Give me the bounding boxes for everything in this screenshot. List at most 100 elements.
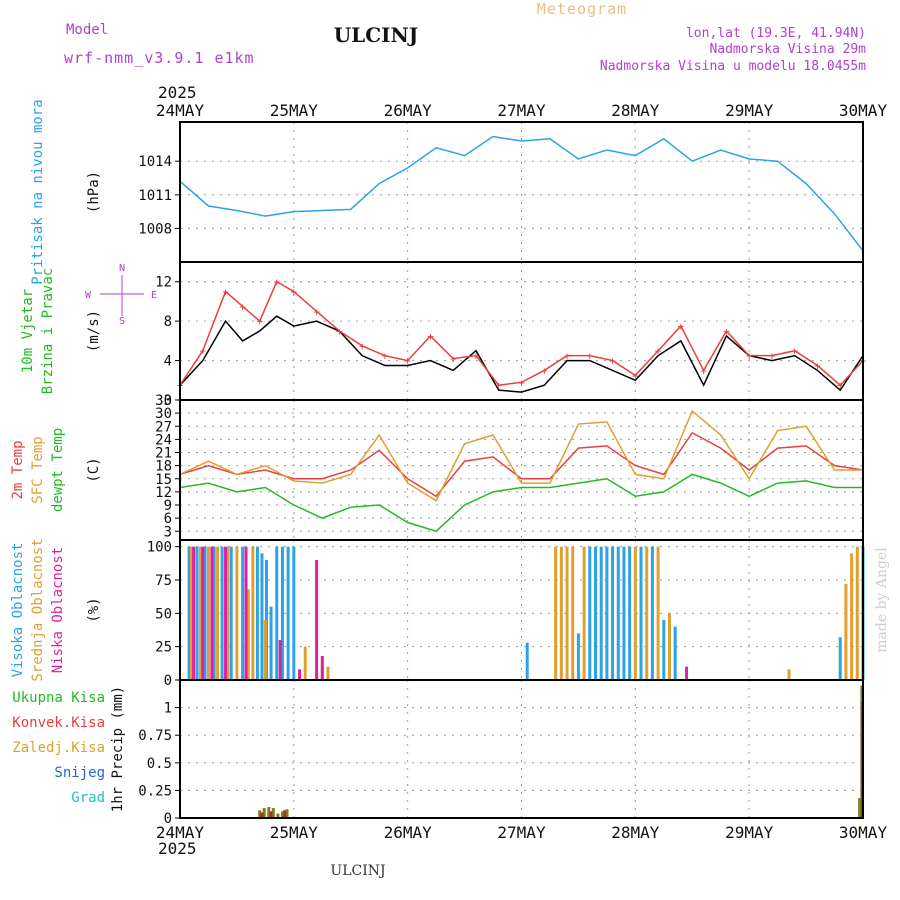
y-tick-label: 12 (155, 485, 172, 501)
bar-cloud (278, 640, 282, 680)
header: Model wrf-nmm_v3.9.1 e1km ULCINJ Meteogr… (64, 0, 890, 879)
legend-label-precip: Konvek.Kisa (12, 715, 105, 731)
model-elevation-label: Nadmorska Visina u modelu 18.0455m (600, 59, 866, 74)
y-tick-label: 1008 (138, 221, 172, 237)
gust-marker: + (746, 350, 753, 363)
bottom-date-axis: 24MAY 25MAY 26MAY 27MAY 28MAY 29MAY 30MAY (156, 823, 888, 842)
y-tick-label: 1014 (138, 154, 172, 170)
gust-marker: + (837, 379, 844, 392)
gust-marker: + (814, 360, 821, 373)
bar-cloud (616, 546, 620, 680)
legend-label-precip: Ukupna Kisa (12, 690, 105, 706)
panel-title: Niska Oblacnost (50, 547, 66, 673)
bar-cloud (229, 546, 233, 680)
bar-precip (285, 809, 289, 818)
bar-cloud (255, 546, 259, 680)
y-tick-label: 75 (155, 573, 172, 589)
gust-marker: + (700, 364, 707, 377)
gust-marker: + (313, 305, 320, 318)
bar-cloud (292, 546, 296, 680)
gust-marker: + (632, 369, 639, 382)
bar-cloud (787, 669, 791, 680)
gust-marker: + (291, 286, 298, 299)
gust-marker: + (655, 345, 662, 358)
y-axis-label: (m/s) (86, 310, 102, 352)
y-tick-label: 0 (164, 811, 172, 827)
y-axis-label: (%) (86, 597, 102, 622)
y-tick-label: 15 (155, 472, 172, 488)
top-date-axis: 24MAY 25MAY 26MAY 27MAY 28MAY 29MAY 30MAY (156, 101, 888, 120)
x-tick-label-top: 29MAY (725, 101, 774, 120)
bar-cloud (525, 642, 529, 680)
bar-cloud (838, 637, 842, 680)
y-tick-label: 30 (155, 406, 172, 422)
y-tick-label: 27 (155, 419, 172, 435)
panel-frame (179, 399, 864, 541)
bar-cloud (565, 546, 569, 680)
bar-cloud (605, 546, 609, 680)
gust-marker: + (273, 276, 280, 289)
bar-cloud (855, 546, 859, 680)
gust-marker: + (359, 340, 366, 353)
y-tick-label: 0.25 (138, 783, 172, 799)
compass-south: S (119, 316, 125, 327)
bar-cloud (622, 546, 626, 680)
bar-cloud (571, 546, 575, 680)
bar-precip (269, 811, 273, 818)
bar-cloud (315, 560, 319, 680)
y-tick-label: 1 (164, 701, 172, 717)
y-tick-label: 8 (164, 314, 172, 330)
y-tick-label: 0 (164, 673, 172, 689)
bar-cloud (246, 589, 250, 680)
y-tick-label: 33 (155, 393, 172, 409)
gust-marker: + (199, 345, 206, 358)
bar-cloud (210, 546, 214, 680)
series-line-temperature (179, 409, 863, 502)
x-tick-label-bottom: 27MAY (497, 823, 546, 842)
gust-marker: + (222, 286, 229, 299)
y-tick-label: 21 (155, 446, 172, 462)
gust-marker: + (450, 353, 457, 366)
y-tick-label: 100 (147, 540, 172, 556)
x-tick-label-top: 30MAY (839, 101, 888, 120)
panel-frame (179, 679, 864, 819)
panel-title: 10m Vjetar (20, 289, 36, 373)
y-axis-label: (C) (86, 457, 102, 482)
bar-cloud (303, 646, 307, 680)
x-tick-label-top: 26MAY (384, 101, 433, 120)
gust-marker: + (723, 325, 730, 338)
gust-marker: + (239, 300, 246, 313)
bar-cloud (216, 546, 220, 680)
bar-cloud (298, 669, 302, 680)
bar-cloud (599, 546, 603, 680)
panel-title: dewpt Temp (50, 428, 66, 512)
bar-cloud (576, 633, 580, 680)
bar-cloud (633, 546, 637, 680)
bar-cloud (212, 546, 216, 680)
x-tick-label-bottom: 30MAY (839, 823, 888, 842)
panel-cloud: 0 25 50 75 100 Visoka Oblacnost Srednja Oblacn… (10, 538, 865, 689)
y-tick-label: 4 (164, 354, 172, 370)
x-tick-label-top: 28MAY (611, 101, 660, 120)
panel-title: Srednja Oblacnost (30, 538, 46, 681)
bar-cloud (593, 546, 597, 680)
bar-precip (260, 812, 264, 818)
y-tick-label: 1011 (138, 188, 172, 204)
bar-precip (283, 810, 287, 818)
legend-label-precip: Snijeg (54, 765, 105, 781)
panel-title: SFC Temp (30, 436, 46, 503)
bar-cloud (844, 584, 848, 680)
legend-label-precip: Zaledj.Kisa (12, 740, 105, 756)
bar-cloud (286, 546, 290, 680)
bar-cloud (201, 546, 205, 680)
bar-cloud (251, 546, 255, 680)
bar-cloud (650, 546, 654, 680)
gust-marker: + (541, 364, 548, 377)
bar-cloud (235, 546, 239, 680)
bar-cloud (224, 546, 228, 680)
bar-cloud (260, 553, 264, 680)
